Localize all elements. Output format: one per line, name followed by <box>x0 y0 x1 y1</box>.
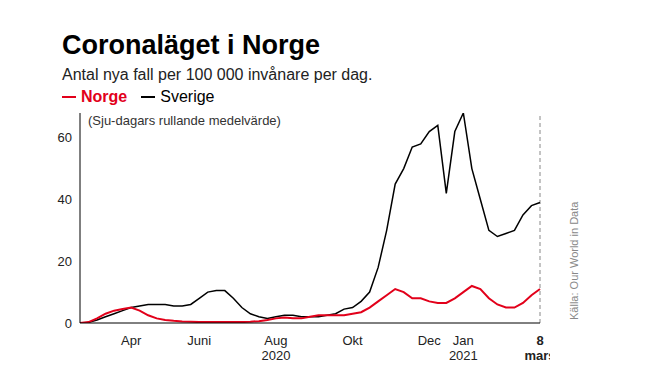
html-text:Antal nya fall per 100 000 inv: Antal nya fall per 100 000 invånare per … <box>62 66 373 83</box>
svg-text:8: 8 <box>536 333 543 348</box>
svg-text:60: 60 <box>58 130 72 145</box>
html-text:Källa: Our World in Data: Källa: Our World in Data <box>568 201 580 320</box>
svg-text:2020: 2020 <box>261 348 290 363</box>
html-text:(Sju-dagars rullande medelvärd: (Sju-dagars rullande medelvärde) <box>88 113 281 128</box>
html-text:Norge: Norge <box>81 88 128 105</box>
svg-text:20: 20 <box>58 254 72 269</box>
svg-text:0: 0 <box>65 316 72 331</box>
svg-text:Dec: Dec <box>418 333 442 348</box>
svg-text:mars: mars <box>524 348 550 363</box>
svg-text:Jan: Jan <box>453 333 474 348</box>
svg-text:Juni: Juni <box>187 333 211 348</box>
html-text:Sverige: Sverige <box>160 88 215 105</box>
html-text:Coronaläget i Norge: Coronaläget i Norge <box>62 30 320 60</box>
svg-text:Apr: Apr <box>121 333 142 348</box>
svg-text:Okt: Okt <box>342 333 363 348</box>
svg-text:40: 40 <box>58 192 72 207</box>
svg-text:2021: 2021 <box>449 348 478 363</box>
svg-text:Aug: Aug <box>264 333 287 348</box>
